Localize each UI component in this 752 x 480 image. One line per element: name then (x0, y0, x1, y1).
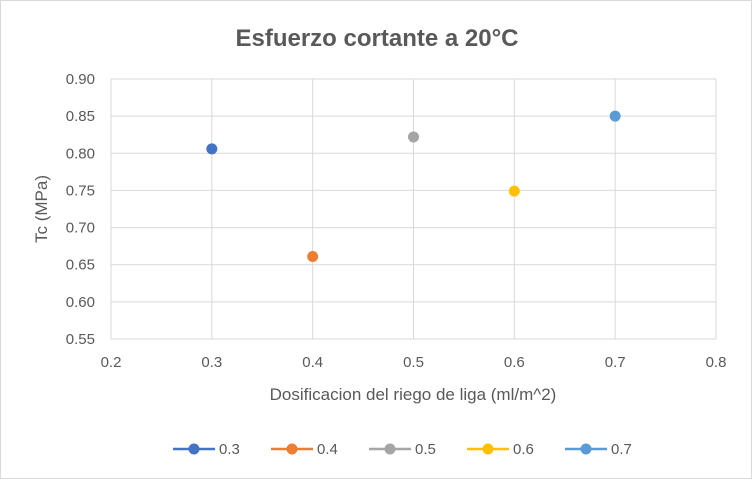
legend-marker (580, 443, 592, 455)
data-points (206, 110, 621, 263)
legend-label: 0.6 (513, 441, 534, 458)
legend-item: 0.5 (369, 441, 436, 458)
data-point-0-7 (609, 110, 621, 122)
x-tick-label: 0.7 (605, 354, 626, 371)
data-point-0-4 (307, 251, 319, 263)
y-tick-label: 0.65 (66, 257, 95, 274)
y-tick-label: 0.75 (66, 182, 95, 199)
x-tick-label: 0.2 (101, 354, 122, 371)
legend-item: 0.6 (467, 441, 534, 458)
y-tick-label: 0.80 (66, 145, 95, 162)
data-point-0-3 (206, 143, 218, 155)
x-tick-label: 0.8 (706, 354, 727, 371)
legend-label: 0.7 (611, 441, 632, 458)
data-point-0-5 (408, 131, 419, 143)
legend-marker (482, 443, 494, 455)
y-tick-labels: 0.55 0.60 0.65 0.70 0.75 0.80 0.85 0.90 (66, 71, 95, 348)
legend-label: 0.4 (317, 441, 338, 458)
y-tick-label: 0.60 (66, 294, 95, 311)
x-tick-label: 0.3 (201, 354, 222, 371)
y-tick-label: 0.55 (66, 331, 95, 348)
legend-marker (286, 443, 298, 455)
legend-marker (384, 443, 396, 455)
legend-item: 0.4 (271, 441, 338, 458)
x-tick-label: 0.4 (302, 354, 323, 371)
data-point-0-6 (508, 185, 520, 197)
x-axis-title: Dosificacion del riego de liga (ml/m^2) (270, 385, 557, 404)
legend-label: 0.3 (219, 441, 240, 458)
x-tick-label: 0.5 (403, 354, 424, 371)
legend-marker (188, 443, 200, 455)
y-axis-title: Tc (MPa) (32, 175, 51, 243)
legend-label: 0.5 (415, 441, 436, 458)
legend-item: 0.7 (565, 441, 632, 458)
legend-item: 0.3 (173, 441, 240, 458)
x-tick-label: 0.6 (504, 354, 525, 371)
y-tick-label: 0.70 (66, 220, 95, 237)
grid-layer (110, 78, 717, 340)
x-tick-labels: 0.2 0.3 0.4 0.5 0.6 0.7 0.8 (101, 354, 727, 371)
chart-title: Esfuerzo cortante a 20°C (235, 25, 518, 52)
y-tick-label: 0.90 (66, 71, 95, 88)
y-tick-label: 0.85 (66, 108, 95, 125)
legend: 0.3 0.4 0.5 0.6 0.7 (173, 441, 632, 458)
